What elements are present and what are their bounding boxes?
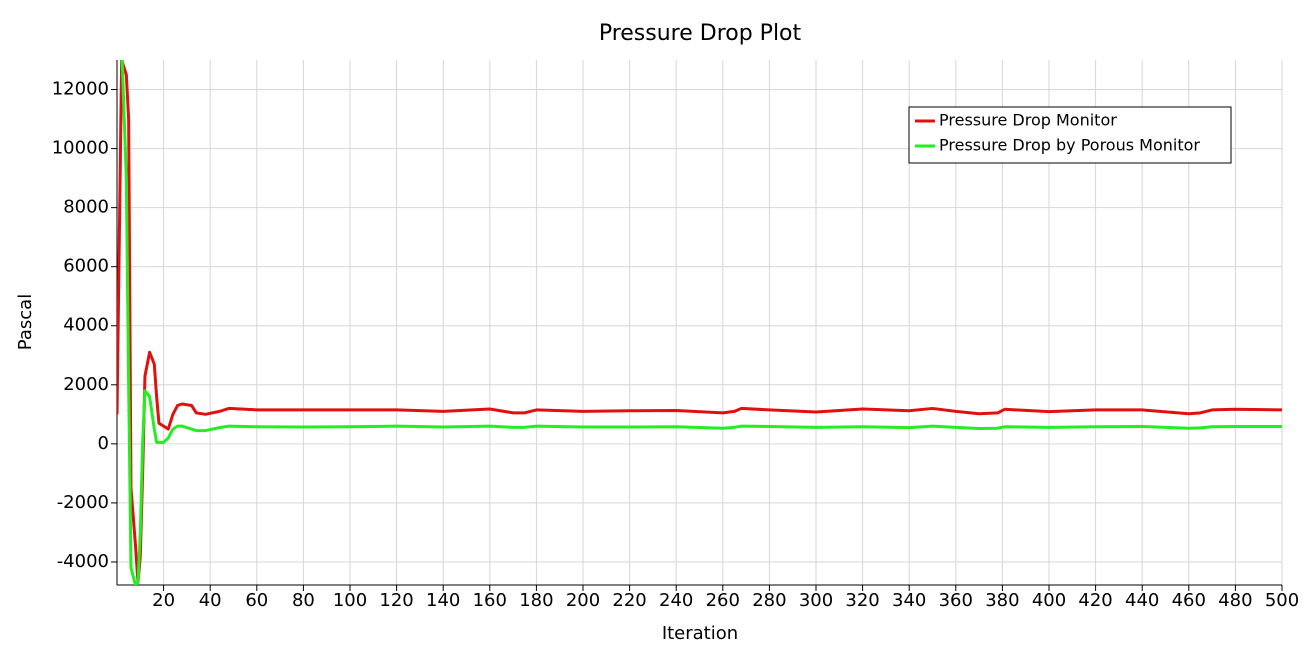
y-tick-label: 8000	[63, 197, 109, 218]
y-tick-label: 12000	[52, 79, 109, 100]
x-tick-label: 20	[152, 590, 175, 611]
y-tick-label: 6000	[63, 256, 109, 277]
x-tick-label: 340	[892, 590, 926, 611]
x-tick-label: 160	[473, 590, 507, 611]
x-tick-label: 460	[1172, 590, 1206, 611]
x-tick-label: 400	[1032, 590, 1066, 611]
legend-label: Pressure Drop by Porous Monitor	[939, 136, 1200, 155]
x-tick-label: 320	[845, 590, 879, 611]
x-axis-label: Iteration	[662, 623, 738, 644]
x-tick-label: 240	[659, 590, 693, 611]
y-tick-label: -4000	[57, 551, 109, 572]
x-tick-label: 220	[612, 590, 646, 611]
y-tick-label: 0	[98, 433, 109, 454]
x-tick-label: 440	[1125, 590, 1159, 611]
x-tick-label: 260	[706, 590, 740, 611]
x-tick-label: 480	[1218, 590, 1252, 611]
y-tick-label: -2000	[57, 492, 109, 513]
x-tick-label: 500	[1265, 590, 1299, 611]
y-tick-label: 4000	[63, 315, 109, 336]
legend-box	[908, 106, 1232, 164]
x-tick-label: 300	[799, 590, 833, 611]
y-tick-label: 2000	[63, 374, 109, 395]
x-tick-label: 100	[333, 590, 367, 611]
y-axis-label: Pascal	[15, 294, 36, 350]
x-tick-label: 280	[752, 590, 786, 611]
x-tick-label: 420	[1078, 590, 1112, 611]
x-tick-label: 200	[566, 590, 600, 611]
series-line	[117, 60, 1282, 585]
series-line	[120, 60, 1282, 585]
x-tick-label: 80	[292, 590, 315, 611]
x-tick-label: 180	[519, 590, 553, 611]
x-tick-label: 140	[426, 590, 460, 611]
x-tick-label: 40	[199, 590, 222, 611]
x-tick-label: 120	[379, 590, 413, 611]
legend-label: Pressure Drop Monitor	[939, 111, 1117, 130]
x-tick-label: 360	[939, 590, 973, 611]
x-tick-label: 60	[245, 590, 268, 611]
x-tick-label: 380	[985, 590, 1019, 611]
plot-lines	[117, 60, 1282, 585]
chart-title: Pressure Drop Plot	[599, 21, 802, 46]
y-tick-label: 10000	[52, 138, 109, 159]
